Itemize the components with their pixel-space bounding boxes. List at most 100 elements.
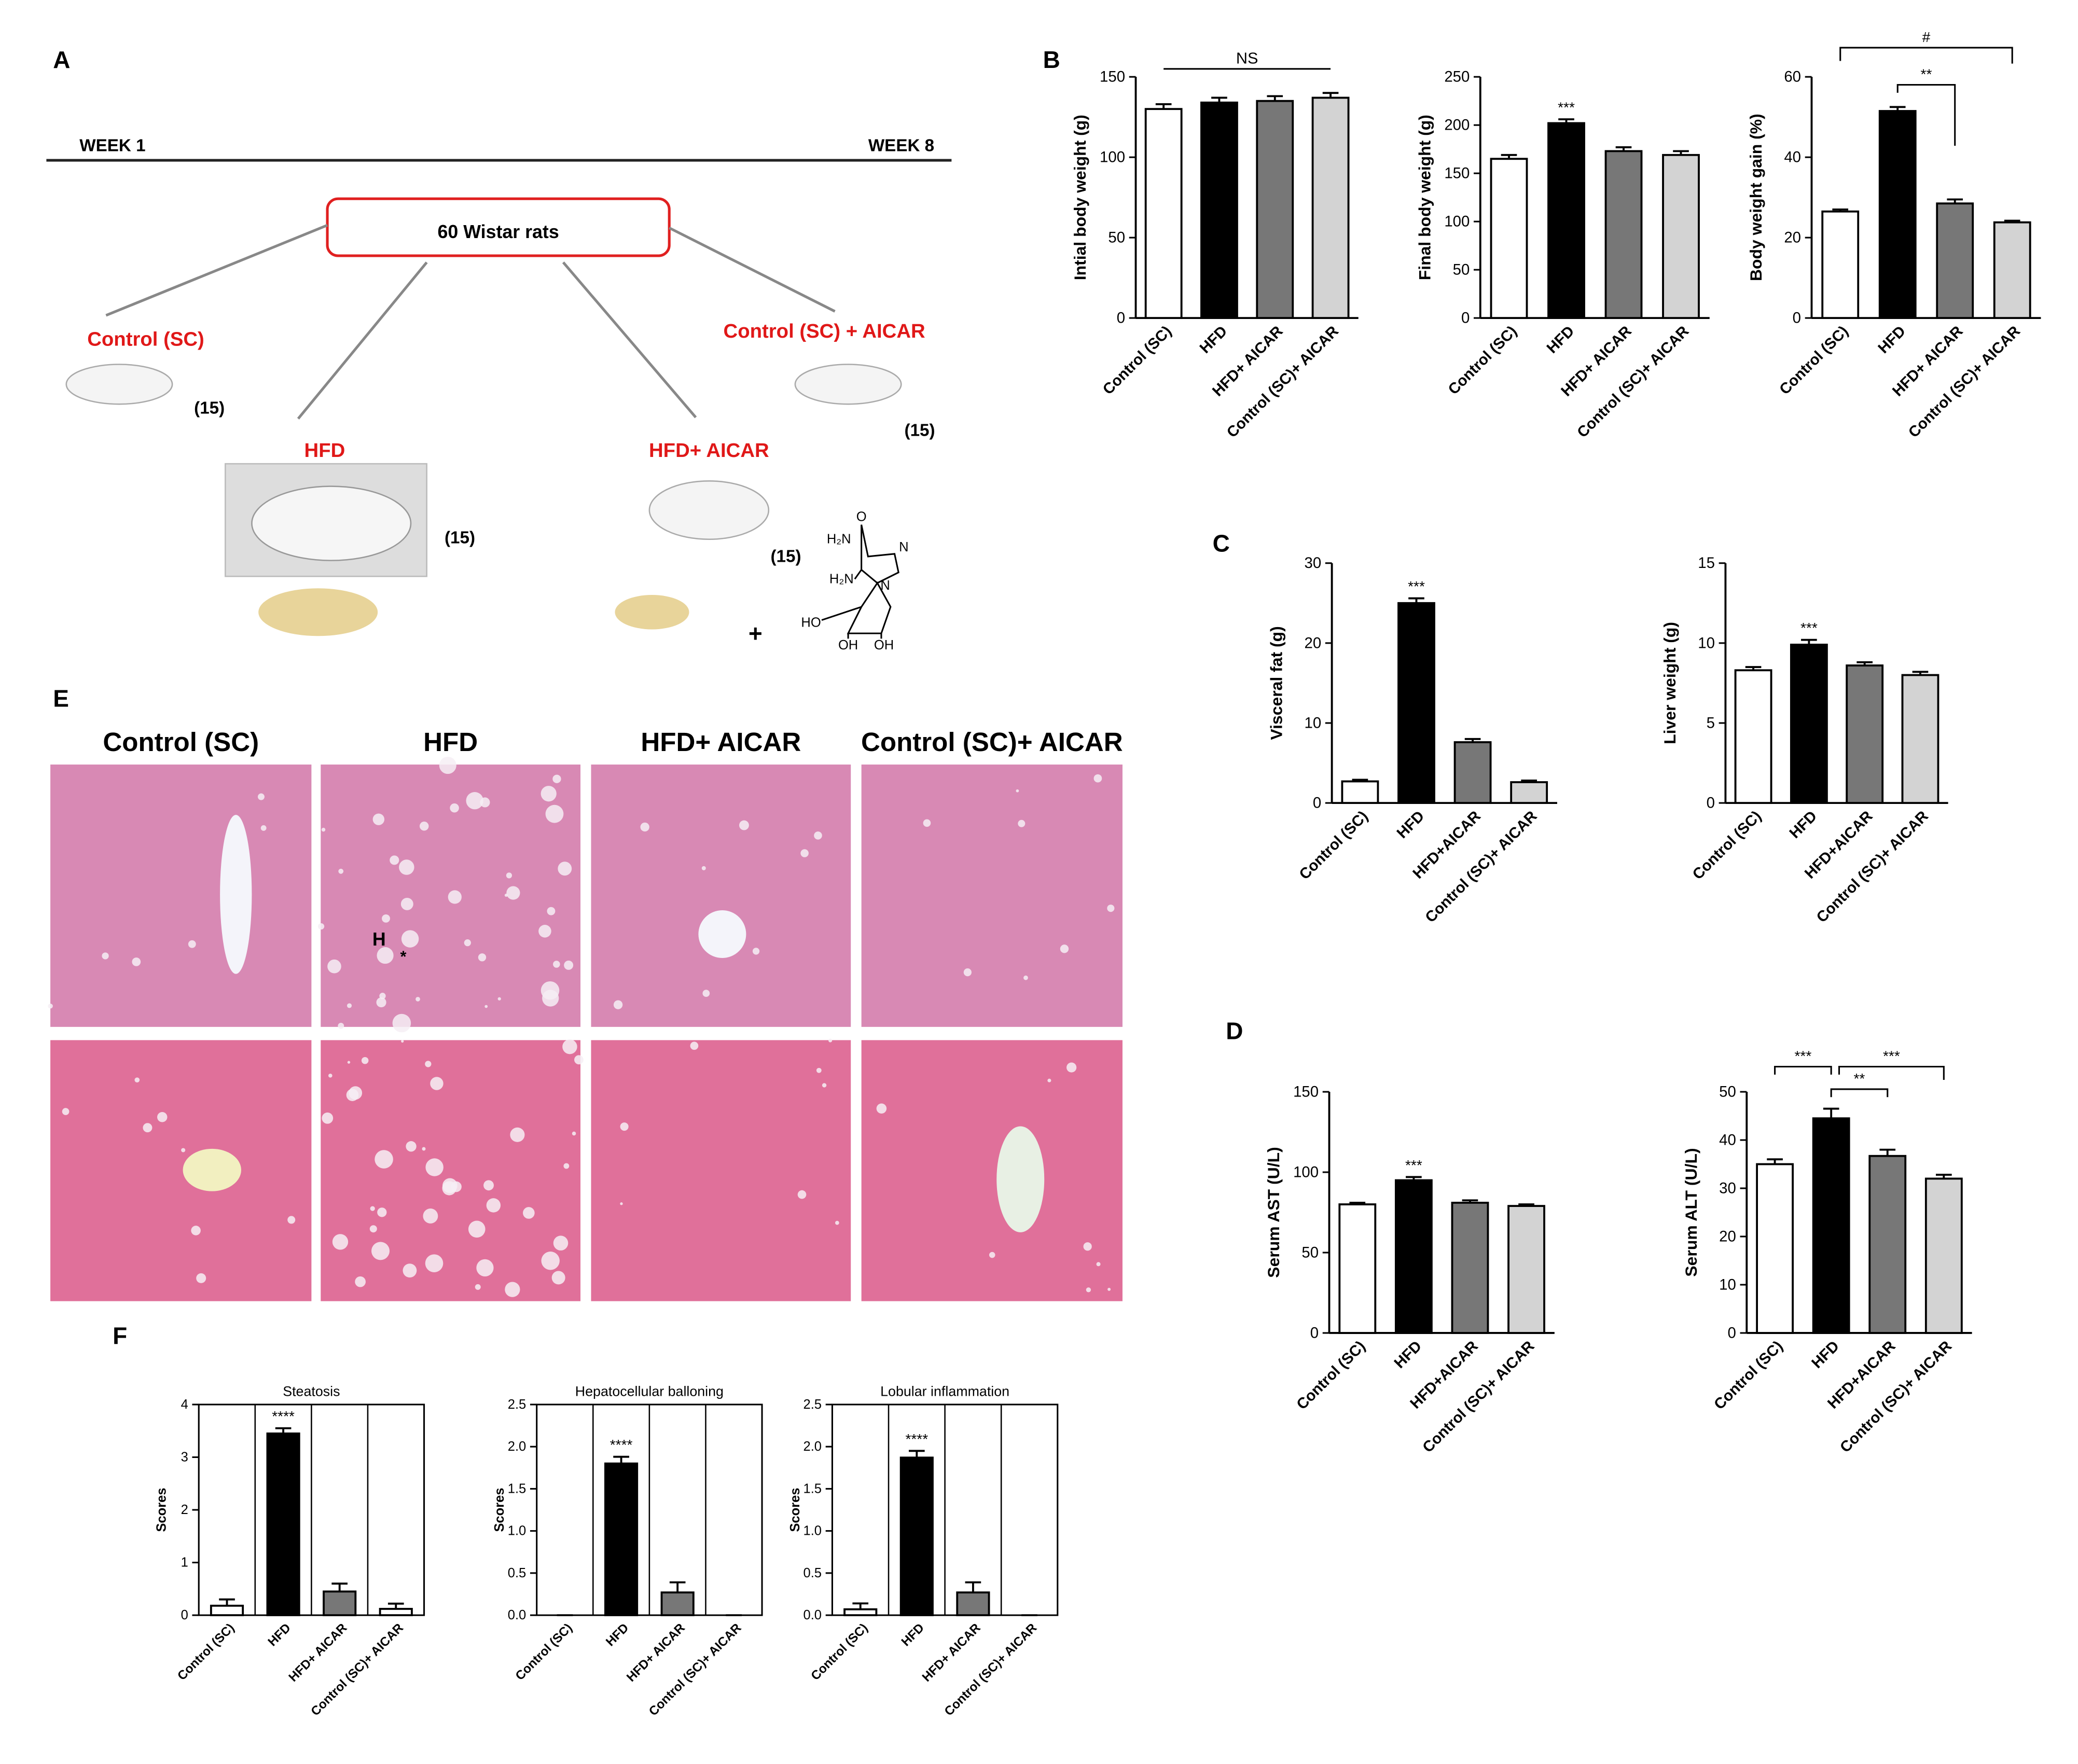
tissue-detail: [484, 1005, 488, 1008]
tissue-detail: [448, 890, 462, 904]
bar: [1311, 96, 1350, 320]
bar: [1394, 1179, 1433, 1334]
y-tick-label: 1.5: [804, 1481, 822, 1496]
group-n: (15): [770, 547, 801, 566]
significance: ***: [1800, 620, 1818, 636]
error-bar: [1801, 638, 1817, 645]
tissue-detail: [572, 1131, 576, 1136]
y-tick-label: 2.0: [508, 1439, 527, 1454]
tissue-detail: [430, 1077, 444, 1090]
micrograph: [861, 765, 1123, 1027]
tissue-detail: [376, 997, 386, 1008]
tissue-detail: [1016, 789, 1019, 793]
bar: [1846, 664, 1884, 804]
bar: [1812, 1117, 1850, 1334]
error-bar: [852, 1602, 869, 1609]
tissue-detail: [822, 1083, 827, 1088]
tissue-detail: [797, 1190, 807, 1199]
error-bar: [2004, 219, 2020, 223]
arrows: [105, 224, 836, 420]
y-axis-label: Scores: [155, 1488, 169, 1532]
tissue-detail: [564, 960, 574, 970]
bar: [1341, 780, 1379, 804]
tissue-detail: [260, 825, 267, 831]
tissue-detail: [739, 820, 749, 830]
tissue-detail: [538, 925, 551, 938]
y-tick-label: 10: [1305, 714, 1322, 731]
bracket: [1774, 1065, 1832, 1075]
panel-label: E: [53, 685, 69, 712]
y-tick-label: 150: [1444, 165, 1470, 182]
y-tick-label: 200: [1444, 117, 1470, 134]
significance: **: [1921, 66, 1932, 82]
bar: [379, 1608, 413, 1617]
y-tick-label: 40: [1784, 149, 1801, 166]
bar: [1868, 1155, 1907, 1334]
tissue-detail: [574, 1055, 584, 1065]
error-bar: [1211, 96, 1227, 103]
bar: [1200, 101, 1238, 320]
bar: [323, 1590, 357, 1617]
y-tick-label: 150: [1100, 68, 1125, 86]
y-tick-label: 0.0: [508, 1608, 527, 1622]
y-tick-label: 0: [1461, 310, 1470, 327]
tissue-detail: [287, 1216, 296, 1224]
error-bar: [669, 1581, 686, 1593]
molecule-atom: O: [856, 509, 867, 524]
tissue-detail: [541, 786, 557, 802]
y-tick-label: 50: [1108, 229, 1125, 246]
bracket: [1838, 1065, 1945, 1080]
tissue-detail: [701, 866, 706, 870]
bar: [1397, 602, 1435, 804]
error-bar: [1767, 1158, 1783, 1164]
tissue-detail: [562, 1039, 577, 1054]
error-bar: [1352, 779, 1368, 782]
tissue-detail: [613, 1000, 623, 1009]
error-bar: [1322, 92, 1339, 98]
error-bar: [1615, 146, 1632, 151]
y-tick-label: 1: [181, 1555, 188, 1570]
y-tick-label: 5: [1707, 714, 1715, 731]
group-name: HFD: [304, 439, 345, 462]
error-bar: [1823, 1107, 1839, 1119]
tissue-detail: [48, 1004, 53, 1009]
bar: [1993, 221, 2031, 320]
y-tick-label: 20: [1784, 229, 1801, 246]
error-bar: [1521, 780, 1537, 783]
tissue-detail: [876, 1103, 887, 1114]
tissue-detail: [1093, 774, 1102, 783]
group-n: (15): [905, 421, 935, 440]
tissue-detail: [317, 923, 325, 930]
vessel: [698, 910, 746, 959]
tissue-detail: [338, 868, 344, 874]
bar: [210, 1604, 244, 1617]
tissue-detail: [1060, 944, 1069, 953]
molecule-atom: HO: [801, 616, 821, 630]
significance: ****: [905, 1431, 928, 1447]
tissue-detail: [375, 1150, 393, 1169]
tissue-detail: [321, 827, 326, 832]
y-axis-label: Liver weight (g): [1660, 622, 1679, 744]
significance: ***: [1794, 1048, 1811, 1064]
molecule-atom: OH: [838, 638, 858, 652]
bar: [1662, 154, 1700, 320]
tissue-detail: [752, 948, 760, 955]
tissue-detail: [196, 1273, 206, 1283]
bar: [1878, 110, 1917, 320]
panel-a: WEEK 1 WEEK 8 60 Wistar rats Control (SC) (1…: [79, 136, 935, 653]
group-name: Control (SC) + AICAR: [724, 320, 925, 342]
significance: **: [1854, 1071, 1865, 1087]
error-bar: [1947, 198, 1963, 204]
micrograph: [321, 1040, 581, 1301]
tissue-detail: [392, 1013, 411, 1033]
tissue-detail: [989, 1252, 995, 1258]
y-tick-label: 0: [1793, 310, 1801, 327]
bar: [266, 1432, 300, 1617]
tissue-detail: [478, 953, 487, 962]
y-tick-label: 250: [1444, 68, 1470, 86]
y-tick-label: 20: [1719, 1228, 1736, 1245]
tissue-detail: [102, 952, 109, 960]
significance: ****: [610, 1437, 633, 1453]
image-mark: H: [372, 929, 386, 950]
tissue-detail: [132, 957, 141, 966]
